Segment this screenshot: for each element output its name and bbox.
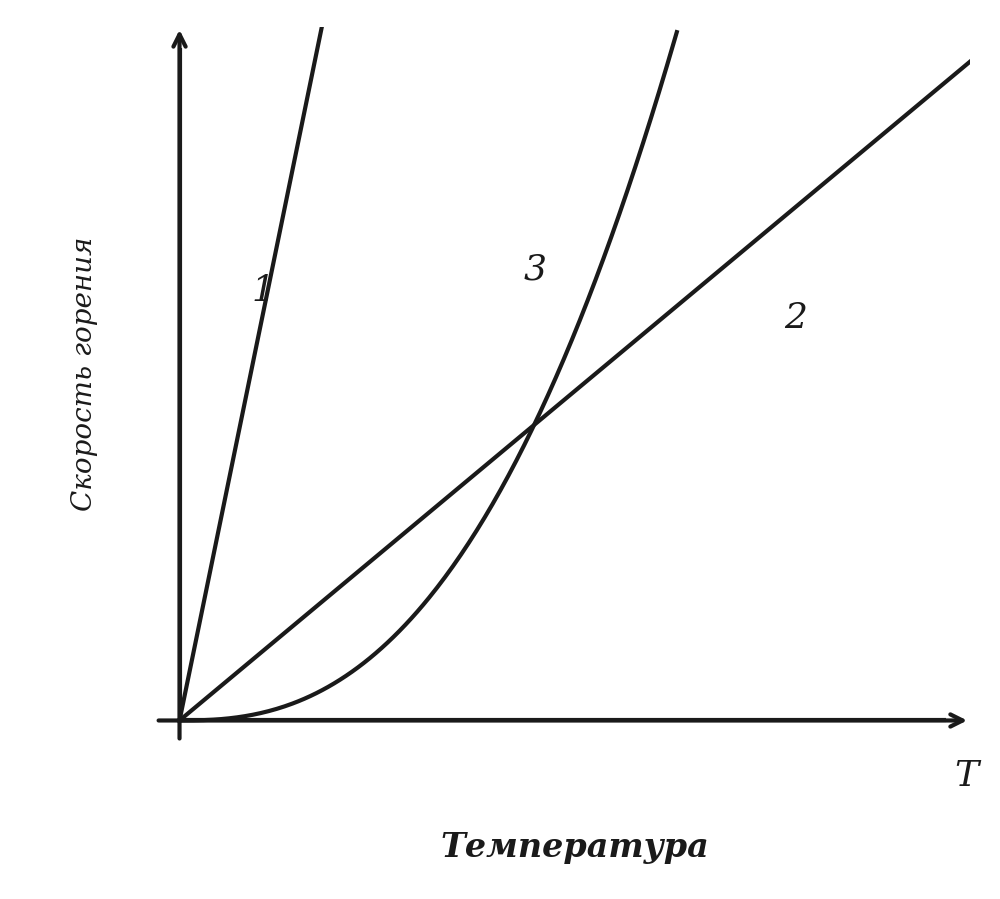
Text: 3: 3 [524,253,547,287]
Text: T: T [954,759,978,793]
Text: 2: 2 [785,301,808,335]
Text: Температура: Температура [440,832,709,865]
Text: Скорость горения: Скорость горения [71,236,98,511]
Text: 1: 1 [251,273,274,307]
